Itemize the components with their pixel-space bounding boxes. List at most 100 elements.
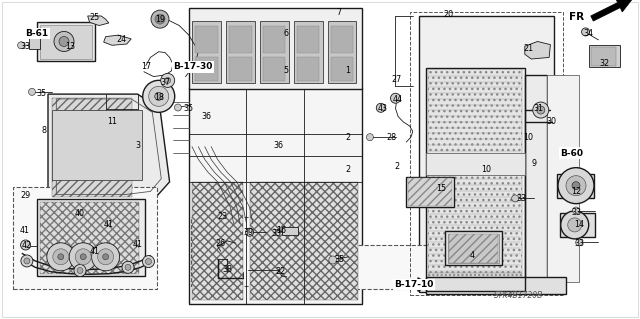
Bar xyxy=(328,21,356,83)
Circle shape xyxy=(572,182,580,190)
Bar xyxy=(192,182,243,300)
Circle shape xyxy=(145,259,152,264)
Bar xyxy=(282,227,298,235)
Text: 28: 28 xyxy=(387,133,397,142)
Bar xyxy=(226,21,255,83)
Text: 27: 27 xyxy=(392,75,402,84)
Text: B-60: B-60 xyxy=(560,149,583,158)
Circle shape xyxy=(246,228,253,236)
Text: 24: 24 xyxy=(116,35,127,44)
Circle shape xyxy=(390,93,401,103)
Text: B-17-10: B-17-10 xyxy=(394,280,434,289)
Text: 2: 2 xyxy=(345,133,350,142)
Circle shape xyxy=(329,256,337,264)
Circle shape xyxy=(92,243,120,271)
Circle shape xyxy=(74,264,86,277)
Circle shape xyxy=(47,243,75,271)
Bar xyxy=(591,47,616,66)
Bar xyxy=(428,69,522,273)
Bar xyxy=(406,177,454,207)
Circle shape xyxy=(155,14,165,24)
Polygon shape xyxy=(104,35,131,45)
Text: FR: FR xyxy=(568,11,584,22)
Text: 34: 34 xyxy=(584,29,594,38)
Text: 3: 3 xyxy=(135,141,140,150)
Bar xyxy=(294,21,323,83)
Bar xyxy=(13,187,157,289)
Text: B-17-30: B-17-30 xyxy=(173,63,213,71)
Circle shape xyxy=(512,195,518,202)
Circle shape xyxy=(59,36,69,47)
Bar xyxy=(52,110,142,180)
Bar xyxy=(229,57,252,81)
Circle shape xyxy=(582,28,589,36)
Bar xyxy=(229,26,252,53)
Circle shape xyxy=(376,103,385,112)
Text: 18: 18 xyxy=(154,93,164,102)
Bar xyxy=(426,68,525,291)
Bar xyxy=(263,26,285,53)
Bar xyxy=(560,213,595,237)
Circle shape xyxy=(20,240,31,250)
Text: 36: 36 xyxy=(201,112,211,121)
Text: 35: 35 xyxy=(36,89,47,98)
Text: 44: 44 xyxy=(393,95,403,104)
Bar xyxy=(426,153,525,175)
Circle shape xyxy=(102,254,109,260)
Text: 2: 2 xyxy=(345,165,350,174)
Bar xyxy=(525,75,547,282)
Circle shape xyxy=(24,258,30,264)
FancyArrow shape xyxy=(399,278,429,291)
Circle shape xyxy=(52,249,69,265)
Text: B-61: B-61 xyxy=(26,29,49,38)
Circle shape xyxy=(76,249,92,265)
Text: 7: 7 xyxy=(337,8,342,17)
Text: 33: 33 xyxy=(571,208,581,217)
Bar xyxy=(449,234,498,263)
Bar xyxy=(297,57,319,81)
Polygon shape xyxy=(525,41,550,59)
Circle shape xyxy=(151,10,169,28)
Bar xyxy=(410,12,563,295)
Text: 26: 26 xyxy=(216,239,226,248)
Circle shape xyxy=(29,88,35,95)
Polygon shape xyxy=(88,16,109,26)
Text: 21: 21 xyxy=(523,44,533,53)
Text: 33: 33 xyxy=(574,239,584,248)
Circle shape xyxy=(367,134,373,141)
Bar xyxy=(557,174,594,198)
Text: 1: 1 xyxy=(345,66,350,75)
Bar xyxy=(195,26,218,53)
Text: 39: 39 xyxy=(243,228,253,237)
Text: 5: 5 xyxy=(284,66,289,75)
Circle shape xyxy=(143,256,154,268)
Text: 22: 22 xyxy=(275,267,285,276)
Bar xyxy=(331,57,353,81)
Bar xyxy=(195,57,218,81)
Bar xyxy=(448,234,499,263)
Text: 38: 38 xyxy=(222,265,232,274)
FancyArrow shape xyxy=(591,0,633,21)
Text: 10: 10 xyxy=(523,133,533,142)
Circle shape xyxy=(532,102,548,118)
Circle shape xyxy=(164,78,171,83)
Bar xyxy=(52,98,132,197)
Text: 16: 16 xyxy=(276,226,287,235)
Circle shape xyxy=(69,243,97,271)
Text: 6: 6 xyxy=(284,29,289,38)
Circle shape xyxy=(573,207,579,214)
Text: 30: 30 xyxy=(547,117,557,126)
Circle shape xyxy=(98,249,114,265)
Bar xyxy=(37,22,95,61)
Bar xyxy=(189,8,362,89)
Bar xyxy=(260,21,289,83)
Text: 20: 20 xyxy=(443,10,453,19)
Circle shape xyxy=(148,86,169,106)
Text: 42: 42 xyxy=(22,241,32,250)
Circle shape xyxy=(54,32,74,51)
Circle shape xyxy=(576,239,582,246)
Bar xyxy=(408,178,452,206)
Bar xyxy=(297,26,319,53)
Circle shape xyxy=(77,268,83,273)
Bar xyxy=(191,217,294,286)
